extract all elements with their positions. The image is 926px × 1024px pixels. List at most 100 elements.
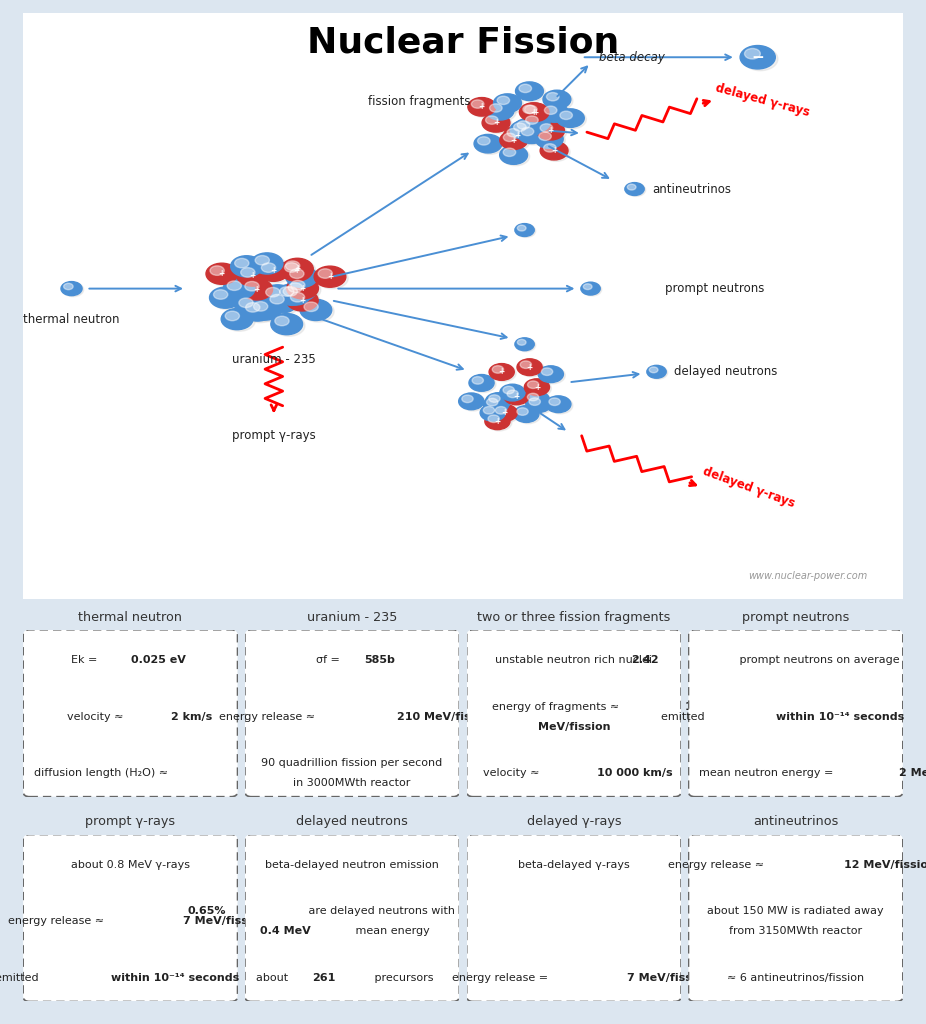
Circle shape <box>281 260 312 282</box>
Circle shape <box>549 398 560 406</box>
Text: antineutrinos: antineutrinos <box>652 182 732 196</box>
Circle shape <box>528 397 553 414</box>
Text: prompt γ-rays: prompt γ-rays <box>232 429 316 442</box>
FancyBboxPatch shape <box>10 4 916 608</box>
Circle shape <box>523 105 535 114</box>
Text: +: + <box>531 108 536 117</box>
Text: within 10⁻¹⁴ seconds: within 10⁻¹⁴ seconds <box>776 712 905 722</box>
Circle shape <box>257 260 289 282</box>
Circle shape <box>278 286 310 307</box>
Circle shape <box>317 267 348 289</box>
Text: 2.5cm: 2.5cm <box>251 768 289 778</box>
Circle shape <box>581 283 600 295</box>
Circle shape <box>516 407 541 424</box>
Circle shape <box>517 339 536 351</box>
Circle shape <box>487 394 513 411</box>
Circle shape <box>494 406 519 423</box>
Circle shape <box>500 145 528 164</box>
Circle shape <box>488 415 499 423</box>
Circle shape <box>237 265 269 286</box>
Circle shape <box>516 82 544 100</box>
Circle shape <box>314 266 345 288</box>
Circle shape <box>504 126 532 144</box>
Circle shape <box>283 262 315 283</box>
Text: about 0.8 MeV γ-rays: about 0.8 MeV γ-rays <box>70 859 190 869</box>
Circle shape <box>482 114 510 132</box>
Text: +: + <box>479 102 485 112</box>
Text: 210 MeV/fission: 210 MeV/fission <box>397 712 496 722</box>
Circle shape <box>517 224 536 238</box>
Circle shape <box>284 281 316 301</box>
Circle shape <box>497 96 509 104</box>
Circle shape <box>546 92 559 101</box>
Circle shape <box>540 141 568 160</box>
Circle shape <box>521 104 549 123</box>
Circle shape <box>239 298 253 307</box>
Text: prompt neutrons: prompt neutrons <box>742 610 849 624</box>
Circle shape <box>544 106 557 115</box>
Circle shape <box>304 302 319 311</box>
Text: from 3150MWth reactor: from 3150MWth reactor <box>729 927 862 936</box>
FancyBboxPatch shape <box>23 835 237 1001</box>
Circle shape <box>478 137 490 145</box>
Circle shape <box>626 183 645 197</box>
Circle shape <box>206 263 238 285</box>
Circle shape <box>583 284 592 290</box>
Circle shape <box>486 101 514 120</box>
Text: antineutrinos: antineutrinos <box>753 815 838 828</box>
Circle shape <box>519 126 547 145</box>
Circle shape <box>234 258 249 268</box>
Text: in 3000MWth reactor: in 3000MWth reactor <box>294 778 411 788</box>
Circle shape <box>291 281 305 290</box>
Circle shape <box>506 128 533 146</box>
Circle shape <box>490 103 502 113</box>
Circle shape <box>543 90 570 109</box>
Text: are delayed neutrons with: are delayed neutrons with <box>305 906 455 916</box>
Circle shape <box>540 124 553 132</box>
Circle shape <box>485 413 510 430</box>
Circle shape <box>252 301 283 322</box>
Circle shape <box>521 127 533 135</box>
Circle shape <box>524 105 537 114</box>
Text: diffusion length (H₂O) ≈: diffusion length (H₂O) ≈ <box>33 768 171 778</box>
Circle shape <box>474 134 502 153</box>
Circle shape <box>519 360 544 377</box>
Circle shape <box>279 284 311 305</box>
Text: delayed neutrons: delayed neutrons <box>674 366 778 378</box>
Circle shape <box>64 284 73 290</box>
FancyBboxPatch shape <box>244 630 459 797</box>
Text: delayed γ-rays: delayed γ-rays <box>527 815 621 828</box>
Text: +: + <box>327 272 333 282</box>
Circle shape <box>524 391 549 408</box>
Text: +: + <box>249 271 256 281</box>
Circle shape <box>545 91 573 111</box>
Circle shape <box>520 360 532 369</box>
Circle shape <box>541 103 569 122</box>
Circle shape <box>503 386 514 394</box>
Circle shape <box>471 100 484 109</box>
Circle shape <box>558 111 586 129</box>
Text: mean neutron energy =: mean neutron energy = <box>699 768 837 778</box>
Circle shape <box>237 297 269 318</box>
Text: energy of fragments ≈: energy of fragments ≈ <box>492 701 622 712</box>
Circle shape <box>522 114 550 132</box>
Text: thermal neutron: thermal neutron <box>23 313 119 327</box>
Circle shape <box>526 395 551 413</box>
Text: uranium - 235: uranium - 235 <box>307 610 397 624</box>
Circle shape <box>745 48 760 59</box>
Circle shape <box>485 397 510 415</box>
Circle shape <box>512 122 540 140</box>
Text: 170: 170 <box>685 701 708 712</box>
Text: +: + <box>547 126 554 135</box>
Circle shape <box>488 102 516 122</box>
Circle shape <box>514 406 539 423</box>
Circle shape <box>502 132 530 151</box>
Circle shape <box>472 377 483 384</box>
Circle shape <box>269 294 300 314</box>
Circle shape <box>256 256 269 265</box>
Circle shape <box>273 315 305 336</box>
Circle shape <box>261 263 276 272</box>
Circle shape <box>506 389 531 406</box>
Circle shape <box>210 266 224 275</box>
Circle shape <box>244 281 275 301</box>
